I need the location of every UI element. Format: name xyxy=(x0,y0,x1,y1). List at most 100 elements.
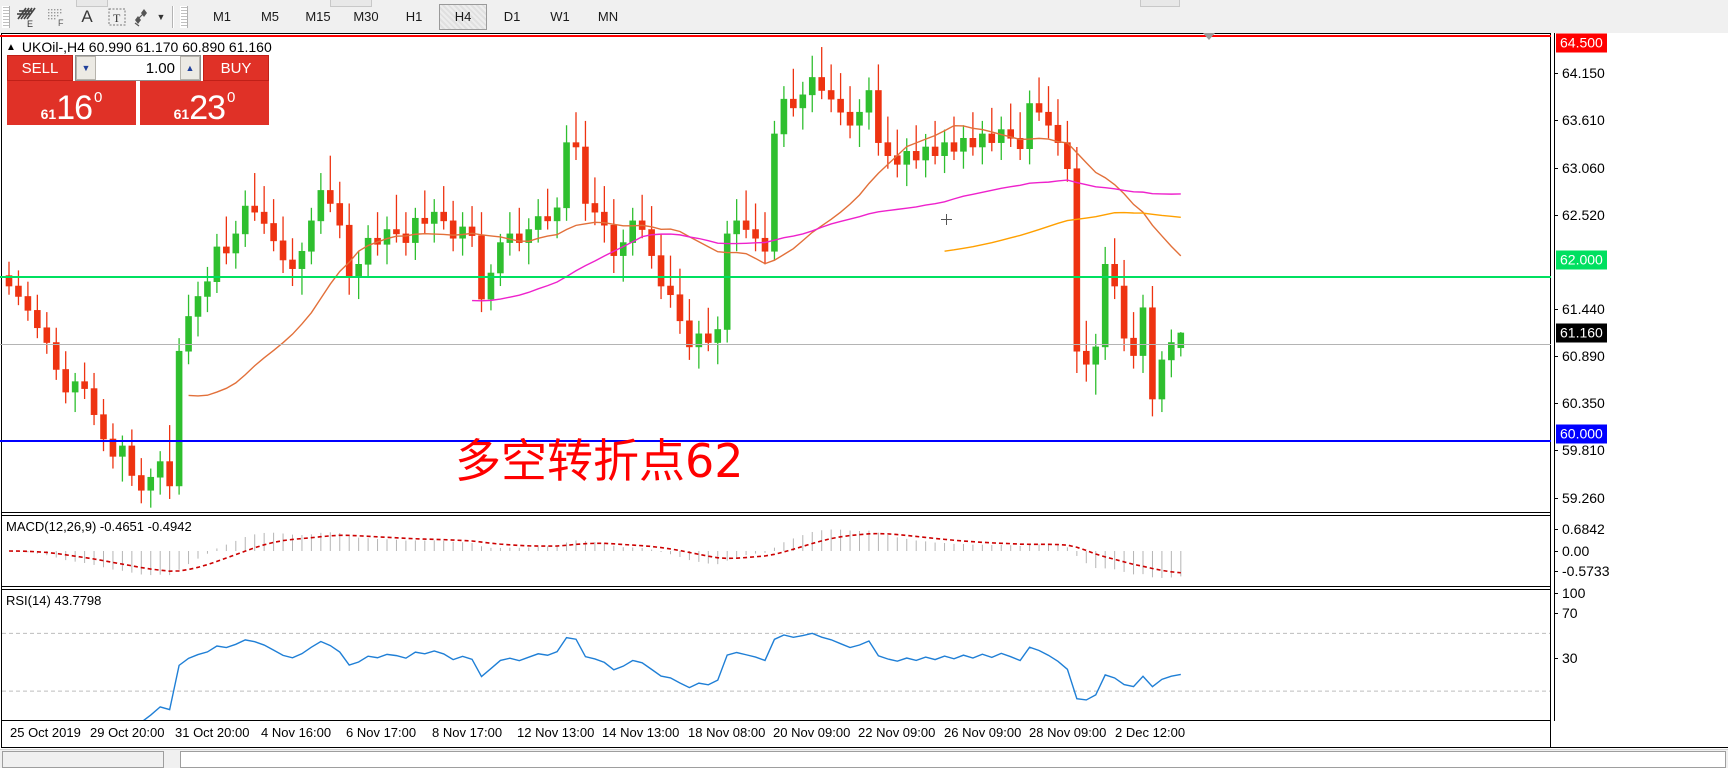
expert-advisors-icon[interactable]: E xyxy=(12,3,42,31)
sub-tick-label: 100 xyxy=(1562,585,1586,601)
sub-tick xyxy=(1554,551,1558,552)
volume-input[interactable]: 1.00 xyxy=(96,56,180,80)
buy-price-box[interactable]: 61 23 0 xyxy=(140,81,269,125)
macd-pane[interactable] xyxy=(1,515,1551,587)
timeframe-grip[interactable] xyxy=(180,5,188,28)
sell-price-box[interactable]: 61 16 0 xyxy=(7,81,136,125)
green-level-tag[interactable]: 62.000 xyxy=(1556,250,1607,270)
timeframe-d1[interactable]: D1 xyxy=(503,9,521,24)
timeframe-m30[interactable]: M30 xyxy=(353,9,379,24)
bid-price-tag[interactable]: 61.160 xyxy=(1556,323,1607,343)
price-scale[interactable]: 64.150 63.610 63.060 62.520 61.440 60.890 60.3… xyxy=(1554,33,1728,721)
one-click-trading-panel[interactable]: SELL ▼ 1.00 ▲ BUY 61 16 0 61 23 0 xyxy=(7,55,269,125)
timeframe-group: M1 M5 M15 M30 H1 H4 D1 W1 MN xyxy=(198,3,632,30)
time-axis[interactable]: 25 Oct 2019 29 Oct 20:00 31 Oct 20:00 4 Nov… xyxy=(1,721,1551,747)
chart-area[interactable]: ▲ UKOil-,H4 60.990 61.170 60.890 61.160 … xyxy=(0,33,1728,768)
timeframe-w1[interactable]: W1 xyxy=(550,9,570,24)
green-support-line xyxy=(0,276,1551,278)
volume-stepper[interactable]: ▼ 1.00 ▲ xyxy=(75,55,201,81)
price-axis-line xyxy=(1554,33,1555,721)
text-label-icon[interactable]: A xyxy=(81,6,93,26)
time-axis-label: 2 Dec 12:00 xyxy=(1115,725,1186,740)
price-tick xyxy=(1554,308,1558,310)
sub-tick-label: 0.6842 xyxy=(1562,521,1605,537)
toolbar-separator xyxy=(172,5,174,28)
trade-top-row: SELL ▼ 1.00 ▲ BUY xyxy=(7,55,269,81)
time-axis-label: 12 Nov 13:00 xyxy=(517,725,595,740)
objects-icon[interactable] xyxy=(132,3,154,31)
buy-price-main: 23 xyxy=(189,89,226,127)
objects-dropdown-icon[interactable]: ▼ xyxy=(156,11,166,22)
sub-tick xyxy=(1554,613,1558,614)
expert-advisors-glyph: E xyxy=(17,7,36,29)
chart-shift-marker[interactable] xyxy=(1203,33,1215,40)
timeframe-h1[interactable]: H1 xyxy=(405,9,423,24)
time-axis-label: 26 Nov 09:00 xyxy=(944,725,1022,740)
rsi-line xyxy=(143,632,1181,720)
scrollbar-left-segment[interactable] xyxy=(2,751,164,768)
volume-up-icon[interactable]: ▲ xyxy=(180,56,200,80)
toolbar-grip[interactable] xyxy=(2,5,10,28)
rsi-label: RSI(14) 43.7798 xyxy=(6,593,102,608)
chart-toolbar: E F A xyxy=(0,0,1728,34)
svg-text:F: F xyxy=(58,18,64,28)
price-tick xyxy=(1554,167,1558,169)
buy-price-prefix: 61 xyxy=(173,106,190,122)
collapse-caret-icon[interactable]: ▲ xyxy=(6,41,16,53)
blue-level-tag[interactable]: 60.000 xyxy=(1556,424,1607,444)
price-plot xyxy=(5,47,1185,508)
rsi-plot xyxy=(2,632,1550,720)
sell-price-fraction: 0 xyxy=(94,89,103,106)
blue-support-line xyxy=(0,440,1551,442)
price-tick-label: 63.060 xyxy=(1562,159,1605,176)
text-box-icon[interactable]: T xyxy=(102,3,132,31)
ask-level-line xyxy=(0,35,1551,37)
time-axis-label: 4 Nov 16:00 xyxy=(261,725,332,740)
buy-price-fraction: 0 xyxy=(227,89,236,106)
volume-down-icon[interactable]: ▼ xyxy=(76,56,96,80)
indicators-icon[interactable]: F xyxy=(42,3,72,31)
price-tick-label: 63.610 xyxy=(1562,112,1605,129)
macd-plot xyxy=(8,529,1182,578)
objects-glyph xyxy=(134,8,147,26)
rsi-pane[interactable] xyxy=(1,589,1551,721)
sell-price-main: 16 xyxy=(56,89,93,127)
ask-price-tag[interactable]: 64.500 xyxy=(1556,33,1607,53)
timeframe-m1[interactable]: M1 xyxy=(212,9,232,24)
sub-tick xyxy=(1554,529,1558,530)
price-tick xyxy=(1554,120,1558,122)
price-tick xyxy=(1554,73,1558,75)
time-axis-label: 28 Nov 09:00 xyxy=(1029,725,1107,740)
symbol-ohlc-text: UKOil-,H4 60.990 61.170 60.890 61.160 xyxy=(21,39,272,55)
sub-tick-label: 30 xyxy=(1562,650,1578,666)
macd-label: MACD(12,26,9) -0.4651 -0.4942 xyxy=(6,519,192,534)
sub-tick xyxy=(1554,571,1558,572)
time-axis-label: 31 Oct 20:00 xyxy=(175,725,250,740)
svg-text:E: E xyxy=(27,19,33,29)
timeframe-h4[interactable]: H4 xyxy=(439,3,487,30)
timeframe-m5[interactable]: M5 xyxy=(260,9,280,24)
time-axis-label: 22 Nov 09:00 xyxy=(858,725,936,740)
chart-annotation-text[interactable]: 多空转折点62 xyxy=(455,434,744,488)
sell-button[interactable]: SELL xyxy=(7,55,73,81)
time-axis-label: 18 Nov 08:00 xyxy=(688,725,766,740)
buy-button[interactable]: BUY xyxy=(203,55,269,81)
sell-price-prefix: 61 xyxy=(40,106,57,122)
timeframe-mn[interactable]: MN xyxy=(597,9,619,24)
time-axis-label: 8 Nov 17:00 xyxy=(432,725,503,740)
sub-tick-label: -0.5733 xyxy=(1562,563,1610,579)
time-axis-label: 6 Nov 17:00 xyxy=(346,725,417,740)
scrollbar-track[interactable] xyxy=(180,751,1726,768)
timeframe-m15[interactable]: M15 xyxy=(305,9,331,24)
price-tick-label: 62.520 xyxy=(1562,206,1605,223)
horizontal-scrollbar[interactable] xyxy=(0,749,1728,768)
sub-tick-label: 70 xyxy=(1562,605,1578,621)
price-tick xyxy=(1554,450,1558,452)
macd-signal-line xyxy=(8,532,1181,574)
sub-tick-label: 0.00 xyxy=(1562,543,1590,559)
sub-tick xyxy=(1554,593,1558,594)
bid-level-line xyxy=(0,344,1551,345)
time-axis-label: 14 Nov 13:00 xyxy=(602,725,680,740)
text-box-glyph: T xyxy=(108,8,126,25)
